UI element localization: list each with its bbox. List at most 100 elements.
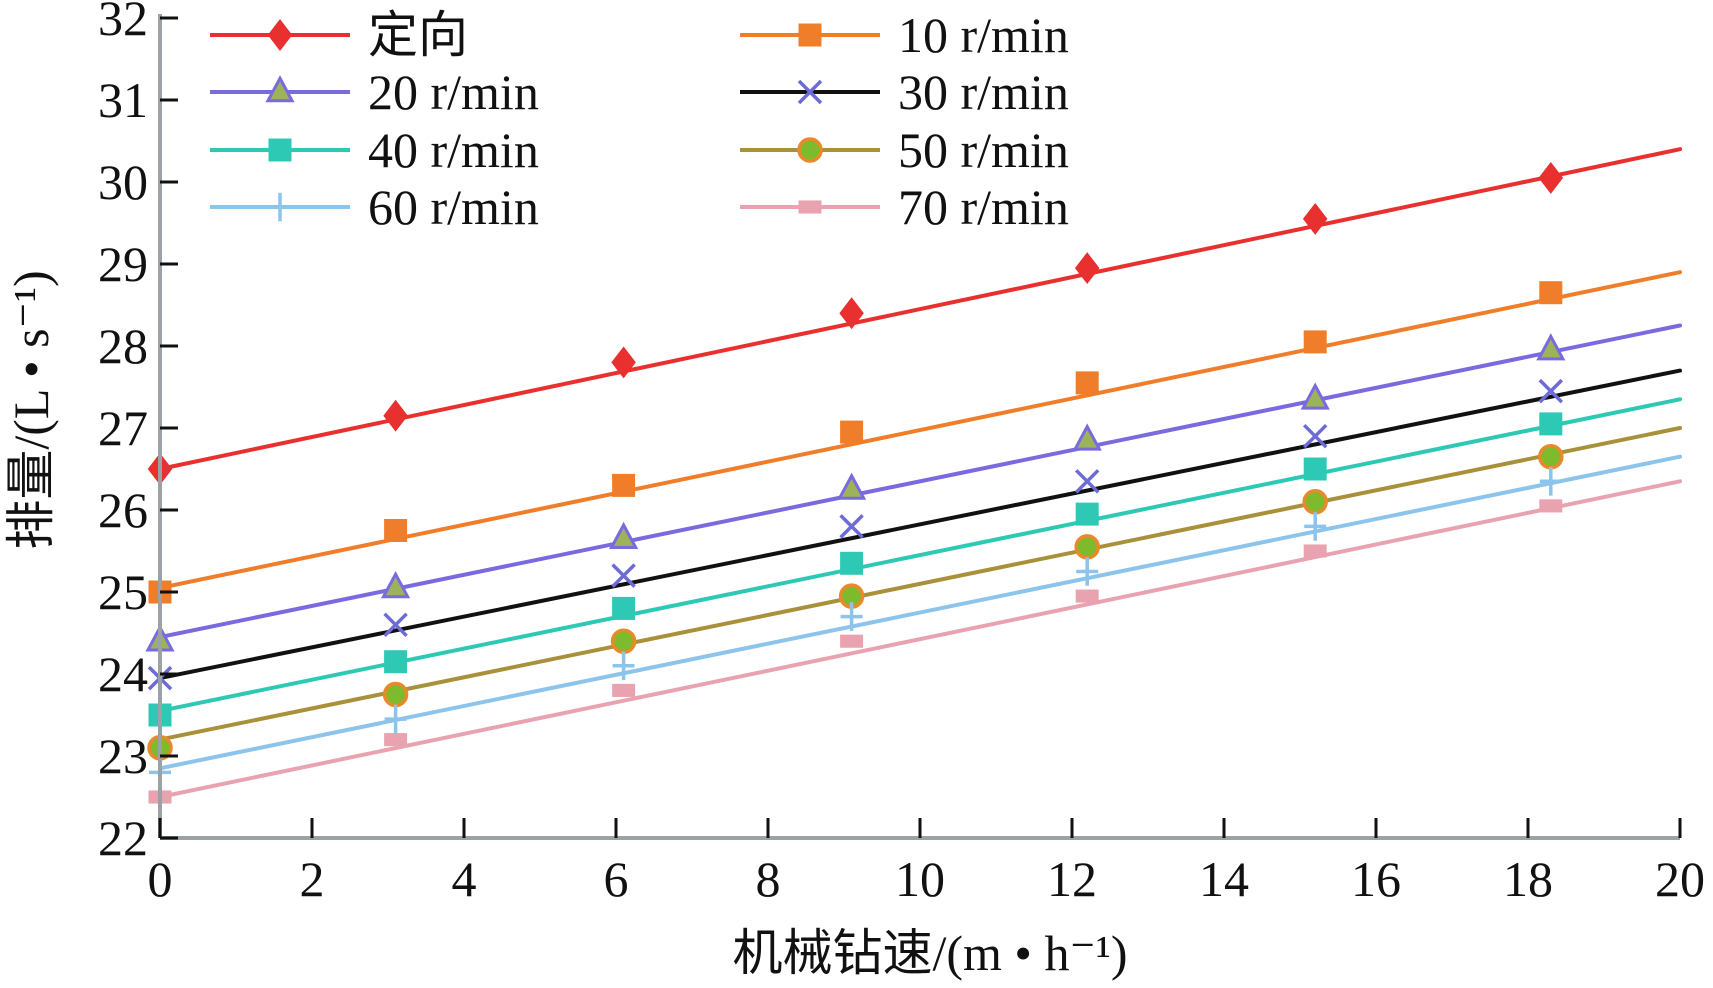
data-point [840,602,863,631]
data-point [611,346,636,379]
series-5 [148,397,1682,727]
data-point [840,634,864,648]
data-point [1075,589,1099,603]
series-3 [145,323,1682,652]
legend-label: 60 r/min [368,179,539,235]
data-point [839,514,864,539]
data-point [1074,252,1100,285]
data-point [610,628,637,654]
data-point [840,551,864,575]
y-tick-label: 24 [98,646,148,702]
data-point [382,681,409,708]
legend-item: 定向 [210,7,468,63]
legend-marker [265,75,295,103]
series-7 [149,454,1682,787]
legend-label: 50 r/min [898,122,1069,178]
data-point [612,651,635,681]
legend-marker [268,138,292,162]
y-tick-label: 27 [98,400,148,456]
legend-label: 30 r/min [898,64,1069,120]
data-point [380,570,411,599]
data-point [839,297,864,330]
data-point [1538,443,1564,470]
data-point [1303,330,1327,354]
x-tick-label: 12 [1047,851,1097,907]
legend-item: 30 r/min [740,64,1069,120]
data-point [1538,378,1564,404]
data-point [1539,467,1562,496]
data-point [1536,333,1566,361]
data-point [1072,423,1102,451]
data-point [1076,557,1099,586]
data-point [840,420,864,444]
x-tick-label: 18 [1503,851,1553,907]
legend-marker [798,23,822,47]
y-tick-label: 26 [98,482,148,538]
data-point [1075,371,1099,395]
series-line [158,397,1682,713]
x-tick-label: 20 [1655,851,1705,907]
y-axis-title: 排量/(L • s⁻¹) [3,270,59,549]
data-point [1302,202,1328,235]
data-point [612,596,636,620]
legend-marker [797,79,823,105]
series-line [158,270,1682,590]
data-point [1075,502,1099,526]
data-point [612,473,636,497]
legend-item: 50 r/min [740,122,1069,178]
y-tick-label: 29 [98,236,148,292]
legend-marker [267,19,293,51]
legend-marker [798,200,822,214]
legend-label: 20 r/min [368,64,539,120]
data-point [608,521,639,549]
data-point [1302,423,1328,449]
legend-item: 20 r/min [210,64,539,120]
legend-item: 40 r/min [210,122,539,178]
data-point [1539,412,1563,436]
legend-label: 10 r/min [898,7,1069,63]
data-point [1074,534,1100,560]
data-point [1303,544,1327,558]
legend-marker [797,137,823,163]
data-point [611,563,636,588]
data-point [1303,457,1327,481]
series-line [158,368,1682,681]
data-point [1539,281,1563,305]
series-line [158,454,1682,771]
y-tick-label: 22 [98,810,148,866]
series-8 [148,479,1682,804]
y-tick-label: 31 [98,72,148,128]
data-point [384,650,408,674]
series-line [158,479,1682,799]
legend-item: 70 r/min [740,179,1069,235]
legend-marker [269,192,291,222]
x-tick-label: 14 [1199,851,1249,907]
legend-label: 定向 [368,7,468,63]
data-point [1538,161,1564,194]
y-tick-label: 32 [98,0,148,46]
data-point [1539,499,1563,513]
legend-label: 40 r/min [368,122,539,178]
y-tick-label: 23 [98,728,148,784]
x-tick-label: 2 [300,851,325,907]
y-tick-label: 28 [98,318,148,374]
x-tick-label: 0 [148,851,173,907]
series-1 [147,147,1682,485]
series-layer [145,147,1682,804]
series-line [158,147,1682,471]
legend-label: 70 r/min [898,179,1069,235]
y-tick-label: 30 [98,154,148,210]
data-point [1304,512,1327,541]
data-point [384,704,407,734]
legend-item: 10 r/min [740,7,1069,63]
data-point [1074,469,1100,494]
x-tick-label: 10 [895,851,945,907]
x-tick-label: 4 [452,851,477,907]
legend-item: 60 r/min [210,179,539,235]
data-point [384,733,408,747]
y-tick-label: 25 [98,564,148,620]
legend: 定向 10 r/min 20 r/min 30 r/min 40 r/min 50 r/m… [210,7,1069,235]
data-point [612,683,636,697]
